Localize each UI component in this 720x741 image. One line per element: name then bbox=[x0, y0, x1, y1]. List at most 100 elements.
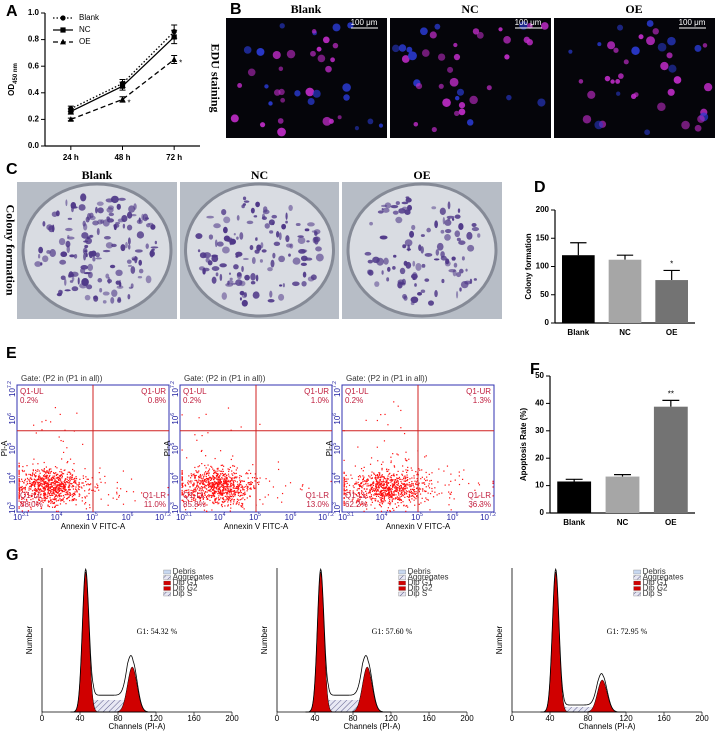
event bbox=[429, 509, 430, 510]
bar bbox=[606, 477, 640, 513]
event bbox=[431, 483, 432, 484]
event bbox=[375, 486, 376, 487]
colony bbox=[243, 203, 246, 206]
event bbox=[403, 478, 404, 479]
event bbox=[397, 478, 398, 479]
nucleus bbox=[323, 37, 330, 44]
event bbox=[97, 485, 98, 486]
y-tick-label: 103 bbox=[7, 502, 17, 514]
nucleus bbox=[524, 37, 530, 43]
event bbox=[219, 499, 220, 500]
colony bbox=[240, 291, 245, 295]
colony bbox=[244, 200, 249, 202]
colony bbox=[431, 206, 436, 209]
nucleus bbox=[342, 83, 351, 92]
colony bbox=[38, 247, 43, 254]
event bbox=[353, 487, 354, 488]
event bbox=[250, 473, 251, 474]
legend-swatch bbox=[164, 587, 171, 591]
colony bbox=[298, 237, 306, 244]
event bbox=[222, 483, 223, 484]
event bbox=[344, 473, 345, 474]
quadrant-name: Q1-LR bbox=[467, 491, 491, 500]
event bbox=[58, 488, 59, 489]
event bbox=[56, 487, 57, 488]
colony bbox=[456, 291, 458, 299]
event bbox=[382, 474, 383, 475]
event bbox=[51, 486, 52, 487]
event bbox=[25, 488, 26, 489]
event bbox=[368, 485, 369, 486]
colony bbox=[237, 215, 240, 221]
event bbox=[344, 488, 345, 489]
event bbox=[182, 483, 183, 484]
event bbox=[83, 478, 84, 479]
event bbox=[215, 502, 216, 503]
event bbox=[61, 471, 62, 472]
colony bbox=[466, 232, 472, 240]
quadrant-name: Q1-UR bbox=[466, 387, 491, 396]
event bbox=[242, 489, 243, 490]
event bbox=[345, 481, 346, 482]
event bbox=[223, 471, 224, 472]
event bbox=[249, 484, 250, 485]
nucleus bbox=[457, 89, 464, 96]
event bbox=[372, 477, 373, 478]
event bbox=[226, 497, 227, 498]
annotation: * bbox=[179, 59, 182, 68]
x-tick-label: 0 bbox=[275, 714, 280, 723]
bar bbox=[655, 280, 688, 323]
colony bbox=[383, 258, 388, 265]
event bbox=[50, 492, 51, 493]
colony bbox=[467, 245, 474, 252]
event bbox=[224, 479, 225, 480]
nucleus bbox=[287, 50, 295, 58]
event bbox=[226, 475, 227, 476]
event bbox=[208, 472, 209, 473]
event bbox=[54, 473, 55, 474]
x-tick-label: 104 bbox=[214, 512, 226, 522]
event bbox=[73, 463, 74, 464]
quadrant-name: Q1-UR bbox=[141, 387, 166, 396]
quadrant-value: 0.2% bbox=[183, 396, 201, 405]
event bbox=[239, 502, 240, 503]
event bbox=[363, 478, 364, 479]
colony bbox=[219, 263, 227, 267]
colony bbox=[46, 224, 52, 230]
colony bbox=[117, 204, 121, 210]
event bbox=[373, 490, 374, 491]
event bbox=[75, 489, 76, 490]
event bbox=[37, 463, 38, 464]
event bbox=[371, 471, 372, 472]
legend-swatch bbox=[164, 570, 171, 574]
event bbox=[395, 489, 396, 490]
event bbox=[206, 489, 207, 490]
event bbox=[244, 481, 245, 482]
colony bbox=[97, 207, 103, 213]
event bbox=[79, 479, 80, 480]
event bbox=[21, 487, 22, 488]
event bbox=[50, 468, 51, 469]
event bbox=[196, 486, 197, 487]
event bbox=[392, 453, 393, 454]
scale-label: 100 μm bbox=[515, 18, 542, 27]
event bbox=[33, 481, 34, 482]
event bbox=[222, 501, 223, 502]
event bbox=[218, 492, 219, 493]
event bbox=[45, 481, 46, 482]
event bbox=[74, 494, 75, 495]
event bbox=[83, 475, 84, 476]
event bbox=[196, 440, 197, 441]
x-tick-label: 106 bbox=[122, 512, 134, 522]
event bbox=[386, 469, 387, 470]
event bbox=[54, 479, 55, 480]
y-tick-label: 104 bbox=[7, 472, 17, 484]
event bbox=[46, 472, 47, 473]
colony bbox=[200, 252, 207, 258]
colony bbox=[453, 269, 457, 276]
event bbox=[240, 499, 241, 500]
event bbox=[204, 486, 205, 487]
colony bbox=[209, 234, 213, 239]
event bbox=[281, 502, 282, 503]
event bbox=[233, 485, 234, 486]
